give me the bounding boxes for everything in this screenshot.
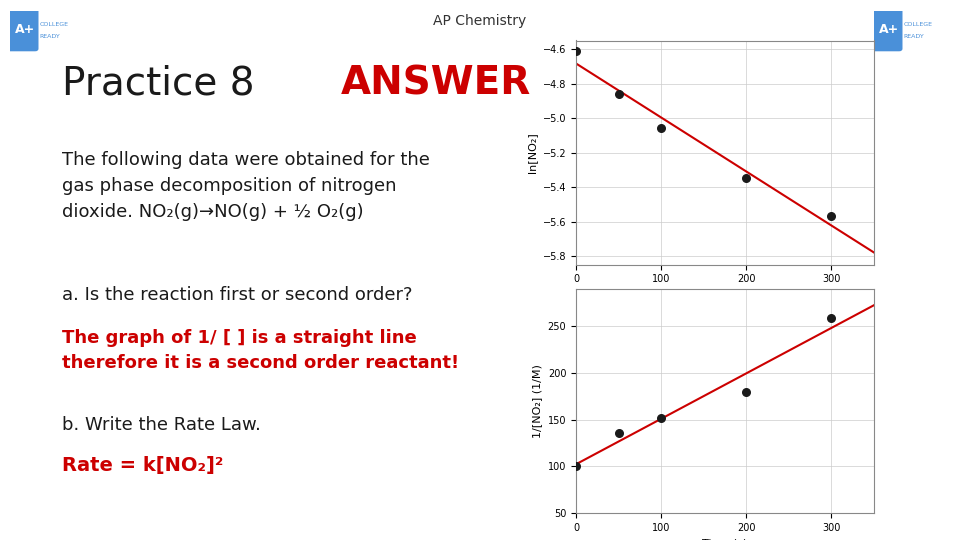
Text: READY: READY	[903, 34, 924, 39]
X-axis label: Time (s): Time (s)	[702, 538, 748, 540]
Point	[824, 314, 839, 322]
Point	[654, 124, 669, 133]
Text: The graph of 1/ [ ] is a straight line
therefore it is a second order reactant!: The graph of 1/ [ ] is a straight line t…	[62, 329, 460, 372]
Text: b. Write the Rate Law.: b. Write the Rate Law.	[62, 416, 261, 434]
Text: a. Is the reaction first or second order?: a. Is the reaction first or second order…	[62, 286, 413, 304]
Text: ANSWER: ANSWER	[341, 65, 531, 103]
Point	[611, 90, 626, 98]
Point	[611, 428, 626, 437]
Text: READY: READY	[39, 34, 60, 39]
Text: The following data were obtained for the
gas phase decomposition of nitrogen
dio: The following data were obtained for the…	[62, 151, 430, 221]
Text: A+: A+	[15, 23, 36, 36]
FancyBboxPatch shape	[6, 8, 38, 51]
Y-axis label: ln[NO₂]: ln[NO₂]	[527, 132, 537, 173]
Point	[738, 174, 754, 183]
Y-axis label: 1/[NO₂] (1/M): 1/[NO₂] (1/M)	[532, 364, 542, 438]
Point	[738, 387, 754, 396]
Text: COLLEGE: COLLEGE	[39, 22, 68, 27]
Text: COLLEGE: COLLEGE	[903, 22, 932, 27]
Text: Rate = k[NO₂]²: Rate = k[NO₂]²	[62, 456, 224, 475]
Text: Practice 8: Practice 8	[62, 65, 267, 103]
Text: AP Chemistry: AP Chemistry	[433, 14, 527, 28]
X-axis label: Time (s): Time (s)	[702, 290, 748, 300]
Text: A+: A+	[879, 23, 900, 36]
Point	[824, 212, 839, 221]
Point	[654, 414, 669, 422]
FancyBboxPatch shape	[870, 8, 902, 51]
Point	[568, 462, 584, 471]
Point	[568, 46, 584, 55]
